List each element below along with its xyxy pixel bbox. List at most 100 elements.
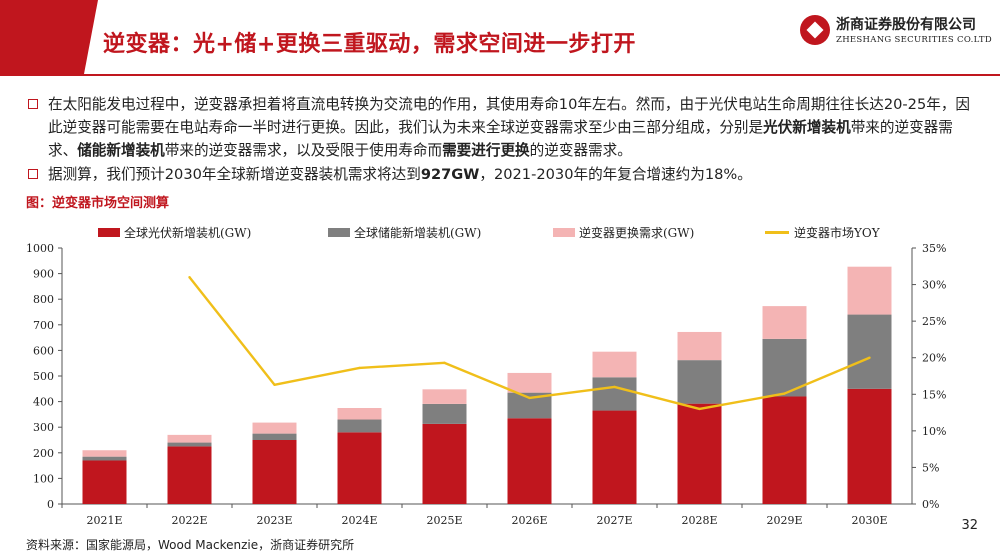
bar-segment-pv <box>252 440 297 504</box>
x-tick-label: 2025E <box>426 514 462 527</box>
legend-label-replace: 逆变器更换需求(GW) <box>579 226 695 240</box>
bullet-text: 带来的逆变器需求、 <box>48 119 953 159</box>
left-tick-label: 0 <box>47 498 54 511</box>
logo-icon <box>800 15 830 45</box>
bar-segment-storage <box>592 377 637 411</box>
left-tick-label: 400 <box>33 396 54 409</box>
left-tick-label: 1000 <box>26 242 54 255</box>
legend-swatch-storage <box>328 228 350 237</box>
yoy-point <box>698 407 701 411</box>
page-title: 逆变器：光+储+更换三重驱动，需求空间进一步打开 <box>103 32 636 57</box>
bar-segment-replace <box>847 266 892 315</box>
right-tick-label: 35% <box>922 242 946 255</box>
bar-segment-pv <box>677 403 722 504</box>
legend-item-yoy: 逆变器市场YOY <box>765 224 880 241</box>
right-tick-label: 25% <box>922 315 946 328</box>
legend-swatch-replace <box>553 228 575 237</box>
right-tick-label: 0% <box>922 498 939 511</box>
bar-segment-storage <box>82 456 127 461</box>
bullet-text: 在太阳能发电过程中，逆变器承担着将直流电转换为交流电的作用，其使用寿命10年左右… <box>48 96 971 136</box>
bar-segment-pv <box>422 423 467 504</box>
bar-segment-replace <box>507 372 552 393</box>
x-tick-label: 2030E <box>851 514 887 527</box>
legend-line-yoy <box>765 231 789 234</box>
bullet-text: ，2021-2030年的年复合增速约为18%。 <box>479 166 752 183</box>
right-tick-label: 20% <box>922 352 946 365</box>
bar-segment-replace <box>762 306 807 339</box>
chart-legend: 全球光伏新增装机(GW) 全球储能新增装机(GW) 逆变器更换需求(GW) 逆变… <box>0 224 1000 242</box>
x-tick-label: 2026E <box>511 514 547 527</box>
yoy-point <box>188 276 191 279</box>
bullet-square-icon <box>28 99 38 109</box>
left-tick-label: 100 <box>33 472 54 485</box>
bar-segment-storage <box>167 442 212 447</box>
bar-segment-pv <box>592 410 637 504</box>
bullet-list: 在太阳能发电过程中，逆变器承担着将直流电转换为交流电的作用，其使用寿命10年左右… <box>26 93 976 187</box>
header-accent-block <box>0 0 84 74</box>
left-tick-label: 600 <box>33 344 54 357</box>
bar-segment-storage <box>422 403 467 424</box>
left-tick-label: 200 <box>33 447 54 460</box>
legend-label-pv: 全球光伏新增装机(GW) <box>124 226 252 240</box>
bar-segment-pv <box>847 388 892 504</box>
bullet-square-icon <box>28 169 38 179</box>
left-tick-label: 800 <box>33 293 54 306</box>
legend-item-replace: 逆变器更换需求(GW) <box>553 224 694 241</box>
x-tick-label: 2024E <box>341 514 377 527</box>
bullet-bold-text: 927GW <box>420 166 480 183</box>
logo-name-en: ZHESHANG SECURITIES CO.LTD <box>836 35 992 45</box>
bullet-bold-text: 储能新增装机 <box>77 142 165 159</box>
bar-segment-replace <box>252 422 297 434</box>
bar-segment-replace <box>422 389 467 404</box>
x-tick-label: 2028E <box>681 514 717 527</box>
bar-segment-storage <box>252 433 297 440</box>
header-accent-notch <box>84 0 98 74</box>
bar-segment-pv <box>337 432 382 504</box>
left-tick-label: 300 <box>33 421 54 434</box>
bar-segment-replace <box>167 434 212 443</box>
bar-segment-replace <box>677 331 722 361</box>
bar-segment-replace <box>592 351 637 378</box>
x-tick-label: 2023E <box>256 514 292 527</box>
right-tick-label: 30% <box>922 279 946 292</box>
yoy-point <box>783 392 786 395</box>
logo-name-cn: 浙商证券股份有限公司 <box>836 17 976 33</box>
bar-segment-pv <box>82 460 127 504</box>
left-tick-label: 900 <box>33 268 54 281</box>
left-tick-label: 500 <box>33 370 54 383</box>
bar-segment-storage <box>847 314 892 389</box>
page-number: 32 <box>961 518 978 533</box>
legend-label-storage: 全球储能新增装机(GW) <box>354 226 482 240</box>
figure-label: 图：逆变器市场空间测算 <box>26 196 170 211</box>
bullet-text: 据测算，我们预计2030年全球新增逆变器装机需求将达到 <box>48 166 421 183</box>
inverter-market-chart: 0 100 200 300 400 500 600 700 800 900 1000 0% 5% 10% 1… <box>26 242 946 527</box>
company-logo: 浙商证券股份有限公司 ZHESHANG SECURITIES CO.LTD <box>800 14 992 54</box>
x-tick-label: 2021E <box>86 514 122 527</box>
left-tick-label: 700 <box>33 319 54 332</box>
yoy-point <box>613 385 616 389</box>
x-tick-label: 2027E <box>596 514 632 527</box>
x-tick-label: 2022E <box>171 514 207 527</box>
source-note: 资料来源：国家能源局，Wood Mackenzie，浙商证券研究所 <box>26 538 355 552</box>
bullet-text: 带来的逆变器需求，以及受限于使用寿命而 <box>164 142 443 159</box>
bar-segment-replace <box>82 450 127 457</box>
yoy-point <box>528 396 531 400</box>
bar-segment-pv <box>762 396 807 504</box>
bullet-item: 据测算，我们预计2030年全球新增逆变器装机需求将达到927GW，2021-20… <box>26 163 976 186</box>
bullet-item: 在太阳能发电过程中，逆变器承担着将直流电转换为交流电的作用，其使用寿命10年左右… <box>26 93 976 162</box>
legend-item-pv: 全球光伏新增装机(GW) <box>98 224 251 241</box>
yoy-point <box>868 356 871 359</box>
right-tick-label: 10% <box>922 425 946 438</box>
bar-segment-storage <box>337 419 382 433</box>
right-tick-label: 15% <box>922 388 946 401</box>
yoy-point <box>358 366 361 370</box>
bar-segment-pv <box>507 418 552 504</box>
bullet-bold-text: 光伏新增装机 <box>763 119 851 136</box>
legend-swatch-pv <box>98 228 120 237</box>
bullet-bold-text: 需要进行更换 <box>442 142 530 159</box>
yoy-point <box>273 383 276 386</box>
legend-label-yoy: 逆变器市场YOY <box>794 226 880 240</box>
yoy-point <box>443 361 446 365</box>
bar-segment-pv <box>167 446 212 504</box>
bullet-text: 的逆变器需求。 <box>529 142 632 159</box>
